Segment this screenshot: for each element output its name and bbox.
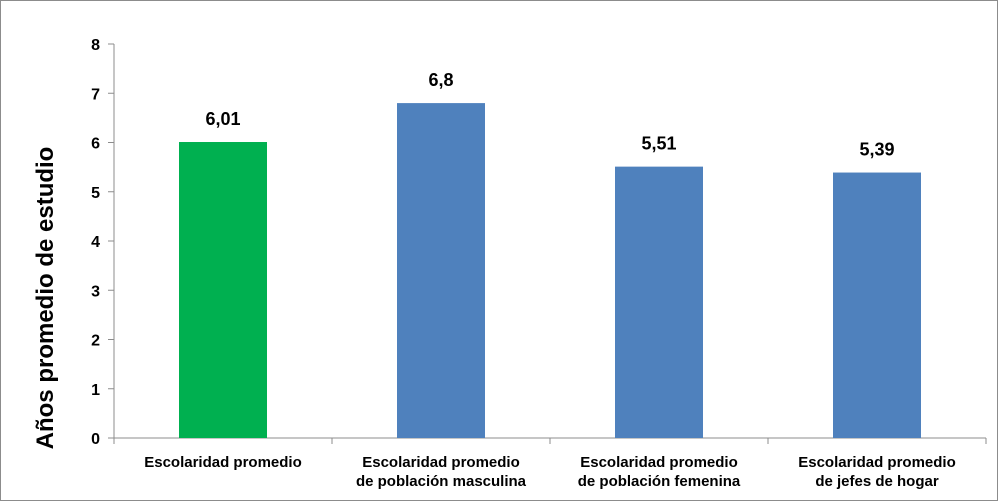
category-label-line: Escolaridad promedio — [580, 454, 738, 471]
bar — [833, 172, 921, 439]
y-tick-label: 1 — [91, 382, 100, 399]
category-label-line: de jefes de hogar — [815, 473, 939, 490]
data-label: 5,39 — [859, 140, 894, 160]
category-labels: Escolaridad promedio Escolaridad promedio… — [144, 454, 956, 490]
bar — [615, 166, 703, 438]
y-tick-label: 5 — [91, 185, 100, 202]
category-label-line: de población masculina — [356, 473, 527, 490]
category-label: Escolaridad promedio — [144, 454, 302, 471]
category-label-line: Escolaridad promedio — [362, 454, 520, 471]
y-tick-label: 4 — [91, 234, 100, 251]
y-axis-title: Años promedio de estudio — [32, 147, 59, 450]
category-label: Escolaridad promedio de población masculi… — [356, 454, 527, 490]
data-label: 6,01 — [205, 109, 240, 129]
category-label-line: Escolaridad promedio — [798, 454, 956, 471]
category-label: Escolaridad promedio de jefes de hogar — [798, 454, 956, 490]
y-tick-label: 8 — [91, 37, 100, 54]
y-tick-label: 2 — [91, 333, 100, 350]
bar — [397, 103, 485, 438]
data-label: 6,8 — [428, 70, 453, 90]
category-label-line: Escolaridad promedio — [144, 454, 302, 471]
category-label-line: de población femenina — [578, 473, 741, 490]
data-label: 5,51 — [641, 134, 676, 154]
y-axis-ticks: 0 1 2 3 4 5 6 7 8 — [91, 37, 987, 448]
data-labels: 6,01 6,8 5,51 5,39 — [205, 70, 894, 159]
bars — [179, 103, 921, 439]
y-tick-label: 6 — [91, 136, 100, 153]
y-tick-label: 7 — [91, 86, 100, 103]
category-label: Escolaridad promedio de población femenin… — [578, 454, 741, 490]
bar — [179, 142, 267, 438]
y-tick-label: 0 — [91, 431, 100, 448]
y-tick-label: 3 — [91, 283, 100, 300]
